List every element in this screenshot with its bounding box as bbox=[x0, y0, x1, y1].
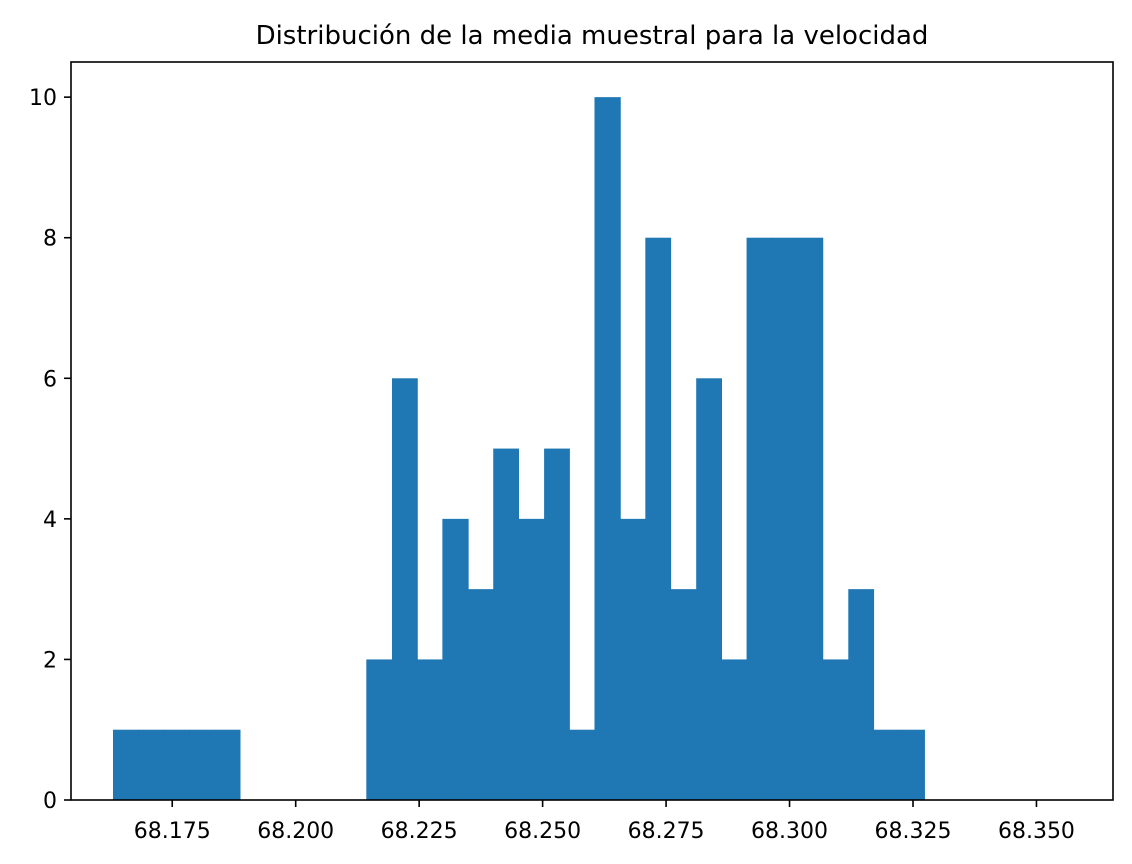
x-tick-label: 68.250 bbox=[504, 819, 581, 844]
histogram-bar bbox=[544, 448, 570, 800]
x-tick-label: 68.275 bbox=[628, 819, 705, 844]
y-tick-label: 10 bbox=[29, 86, 57, 111]
y-tick-label: 2 bbox=[43, 648, 57, 673]
histogram-bar bbox=[468, 589, 494, 800]
histogram-bar bbox=[594, 97, 621, 800]
chart-title: Distribución de la media muestral para l… bbox=[256, 21, 929, 51]
histogram-bar bbox=[848, 589, 875, 800]
y-axis: 0 2 4 6 8 10 bbox=[29, 86, 71, 814]
x-tick-label: 68.325 bbox=[875, 819, 952, 844]
histogram-bar bbox=[797, 237, 824, 800]
histogram-bar bbox=[417, 659, 443, 800]
histogram-bar bbox=[569, 729, 596, 800]
histogram-bar bbox=[873, 729, 900, 800]
x-tick-label: 68.350 bbox=[998, 819, 1075, 844]
histogram-bar bbox=[214, 729, 241, 800]
histogram-bar bbox=[189, 729, 215, 800]
histogram-bar bbox=[112, 729, 139, 800]
y-tick-label: 6 bbox=[43, 367, 57, 392]
x-tick-label: 68.225 bbox=[381, 819, 458, 844]
bars-group bbox=[112, 97, 925, 800]
histogram-bar bbox=[392, 378, 418, 800]
histogram-bar bbox=[822, 659, 849, 800]
histogram-bar bbox=[772, 237, 799, 800]
x-tick-label: 68.175 bbox=[134, 819, 211, 844]
histogram-bar bbox=[442, 518, 469, 800]
histogram-bar bbox=[138, 729, 165, 800]
histogram-bar bbox=[696, 378, 722, 800]
histogram-bar bbox=[163, 729, 190, 800]
histogram-bar bbox=[620, 518, 646, 800]
histogram-bar bbox=[670, 589, 697, 800]
x-tick-label: 68.300 bbox=[751, 819, 828, 844]
x-tick-label: 68.200 bbox=[257, 819, 334, 844]
plot-frame bbox=[70, 61, 1114, 801]
histogram-bar bbox=[746, 237, 773, 800]
x-axis: 68.175 68.200 68.225 68.250 68.275 68.300 68.3… bbox=[134, 800, 1075, 844]
histogram-bar bbox=[898, 729, 925, 800]
histogram-bar bbox=[518, 518, 545, 800]
histogram-bar bbox=[645, 237, 672, 800]
y-tick-label: 4 bbox=[43, 508, 57, 533]
histogram-bar bbox=[493, 448, 520, 800]
histogram-bar bbox=[721, 659, 748, 800]
histogram-bar bbox=[366, 659, 393, 800]
y-tick-label: 8 bbox=[43, 227, 57, 252]
y-tick-label: 0 bbox=[43, 789, 57, 814]
